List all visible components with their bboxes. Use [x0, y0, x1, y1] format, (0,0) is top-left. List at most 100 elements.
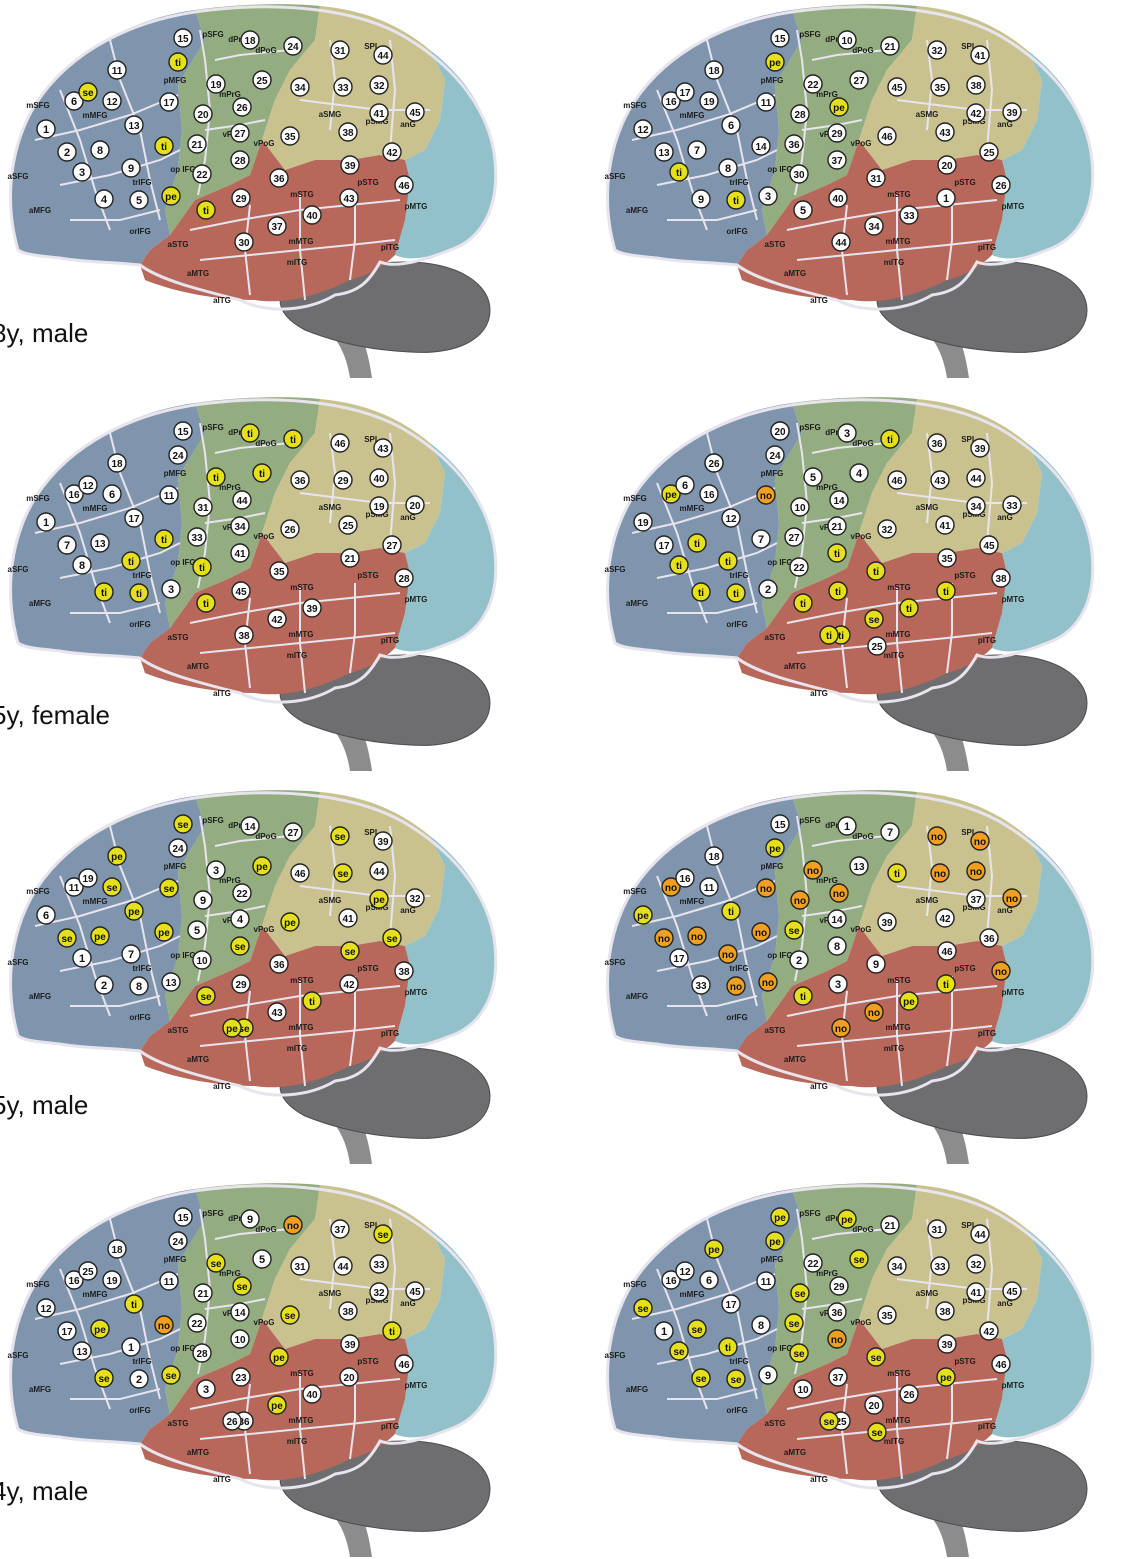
svg-text:44: 44: [373, 867, 385, 878]
stimulation-marker: 42: [966, 103, 986, 123]
region-label: dPrG: [825, 1214, 845, 1223]
stimulation-marker: no: [661, 877, 681, 897]
occipital-lobe: [395, 443, 496, 652]
stimulation-marker: 21: [187, 134, 207, 154]
svg-text:ti: ti: [676, 168, 682, 179]
stimulation-marker: 18: [107, 1239, 127, 1259]
stimulation-marker: 8: [827, 936, 847, 956]
stimulation-marker: se: [864, 609, 884, 629]
svg-text:ti: ti: [175, 58, 181, 69]
region-label: mMTG: [289, 237, 314, 246]
svg-text:se: se: [177, 820, 189, 831]
svg-text:29: 29: [831, 129, 843, 140]
stimulation-marker: 35: [930, 77, 950, 97]
region-label: orIFG: [726, 227, 747, 236]
svg-text:21: 21: [884, 42, 896, 53]
gyrus-boundary: [631, 880, 776, 927]
region-label: aMTG: [784, 662, 806, 671]
gyrus-boundary: [214, 1228, 291, 1240]
region-label: pMFG: [761, 862, 784, 871]
stimulation-marker: 1: [36, 119, 56, 139]
region-label: vPoG: [254, 139, 275, 148]
region-label: mITG: [287, 651, 307, 660]
svg-text:pe: pe: [256, 862, 268, 873]
svg-text:7: 7: [887, 827, 893, 839]
gyrus-boundary: [896, 195, 903, 301]
svg-text:24: 24: [769, 451, 781, 462]
stimulation-marker: pe: [765, 52, 785, 72]
svg-text:ti: ti: [887, 435, 893, 446]
stimulation-marker: 42: [935, 908, 955, 928]
svg-text:ti: ti: [161, 142, 167, 153]
svg-text:se: se: [870, 1353, 882, 1364]
svg-text:se: se: [788, 1319, 800, 1330]
svg-text:18: 18: [244, 36, 256, 47]
region-label: pSTG: [357, 964, 378, 973]
stimulation-marker: 11: [107, 60, 127, 80]
svg-text:no: no: [868, 1008, 880, 1019]
stimulation-marker: 28: [192, 1343, 212, 1363]
svg-text:38: 38: [342, 128, 354, 139]
stimulation-marker: 33: [333, 77, 353, 97]
stimulation-marker: 31: [193, 497, 213, 517]
stimulation-marker: ti: [94, 582, 114, 602]
stimulation-marker: se: [330, 826, 350, 846]
svg-text:34: 34: [868, 222, 880, 233]
svg-text:26: 26: [708, 459, 720, 470]
stimulation-marker: 4: [230, 909, 250, 929]
svg-text:ti: ti: [101, 588, 107, 599]
svg-text:3: 3: [765, 191, 771, 203]
stimulation-marker: 15: [770, 28, 790, 48]
svg-text:1: 1: [844, 821, 850, 833]
stimulation-marker: pe: [704, 1239, 724, 1259]
svg-text:37: 37: [831, 156, 843, 167]
svg-text:11: 11: [112, 66, 123, 77]
svg-text:no: no: [934, 869, 946, 880]
svg-text:no: no: [760, 491, 772, 502]
stimulation-marker: 2: [789, 950, 809, 970]
region-label: vPoG: [254, 925, 275, 934]
stimulation-marker: se: [57, 928, 77, 948]
stimulation-marker: no: [966, 861, 986, 881]
region-label: dPoG: [852, 46, 873, 55]
svg-text:38: 38: [939, 1307, 951, 1318]
stimulation-marker: se: [866, 1347, 886, 1367]
svg-text:25: 25: [256, 76, 268, 87]
svg-text:26: 26: [236, 103, 248, 114]
svg-text:17: 17: [658, 541, 670, 552]
gyrus-boundary: [896, 588, 903, 694]
stimulation-marker: 1: [121, 1337, 141, 1357]
stimulation-marker: 27: [849, 70, 869, 90]
region-label: mMFG: [83, 1290, 108, 1299]
stimulation-marker: pe: [770, 1207, 790, 1227]
svg-text:40: 40: [306, 211, 318, 222]
region-label: vPoG: [851, 139, 872, 148]
region-label: pSFG: [799, 423, 820, 432]
stimulation-marker: 9: [193, 890, 213, 910]
svg-text:3: 3: [203, 1384, 209, 1396]
stimulation-marker: 13: [72, 1341, 92, 1361]
gyrus-boundary: [811, 442, 888, 454]
svg-text:6: 6: [43, 910, 49, 922]
svg-text:28: 28: [196, 1349, 208, 1360]
svg-text:9: 9: [873, 959, 879, 971]
svg-text:34: 34: [891, 1262, 903, 1273]
svg-text:32: 32: [881, 525, 893, 536]
svg-text:42: 42: [271, 615, 283, 626]
svg-text:16: 16: [679, 874, 691, 885]
svg-text:pe: pe: [373, 895, 385, 906]
stimulation-marker: se: [849, 1249, 869, 1269]
gyrus-boundary: [70, 209, 161, 221]
stimulation-marker: se: [669, 1341, 689, 1361]
svg-text:14: 14: [833, 496, 845, 507]
gyrus-boundary: [299, 195, 306, 301]
region-label: pMFG: [164, 862, 187, 871]
stimulation-marker: 37: [966, 889, 986, 909]
svg-text:34: 34: [234, 522, 246, 533]
region-label: aSFG: [8, 1351, 29, 1360]
svg-text:39: 39: [344, 161, 356, 172]
stimulation-marker: 6: [64, 91, 84, 111]
svg-text:10: 10: [841, 36, 853, 47]
svg-text:ti: ti: [838, 631, 844, 642]
region-label: mPrG: [816, 483, 838, 492]
